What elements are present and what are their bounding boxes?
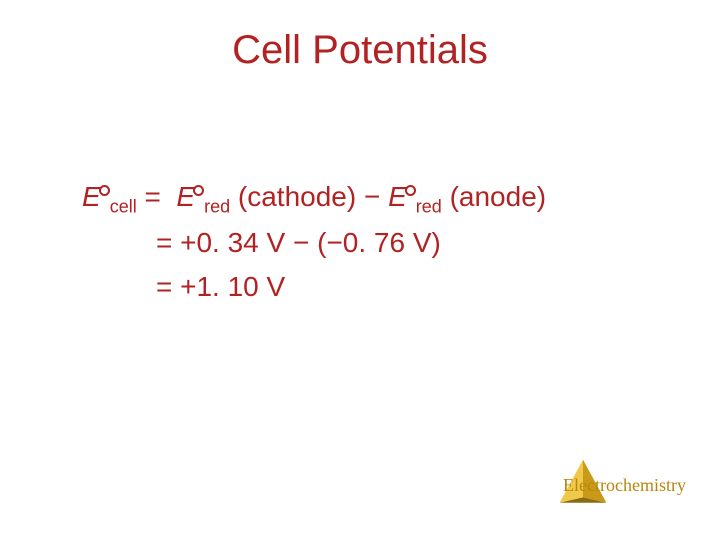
degree-symbol [193, 185, 204, 196]
footer-label: Electrochemistry [563, 475, 686, 496]
term2-paren: (anode) [442, 181, 546, 212]
term1-paren: (cathode) [230, 181, 364, 212]
equation-line-2: = +0. 34 V − (−0. 76 V) [82, 221, 546, 264]
equation-line-3: = +1. 10 V [82, 265, 546, 308]
degree-symbol [99, 185, 110, 196]
term2-variable: E [388, 181, 407, 212]
minus-sign: − [364, 181, 380, 212]
term2-subscript: red [416, 197, 442, 217]
term1-subscript: red [204, 197, 230, 217]
lhs-variable: E [82, 181, 101, 212]
term1-variable: E [176, 181, 195, 212]
equals-sign: = [144, 181, 160, 212]
lhs-subscript: cell [110, 197, 137, 217]
page-title: Cell Potentials [0, 0, 720, 73]
degree-symbol [405, 185, 416, 196]
equation-block: Ecell = Ered (cathode) − Ered (anode) = … [82, 175, 546, 308]
equation-line-1: Ecell = Ered (cathode) − Ered (anode) [82, 175, 546, 221]
